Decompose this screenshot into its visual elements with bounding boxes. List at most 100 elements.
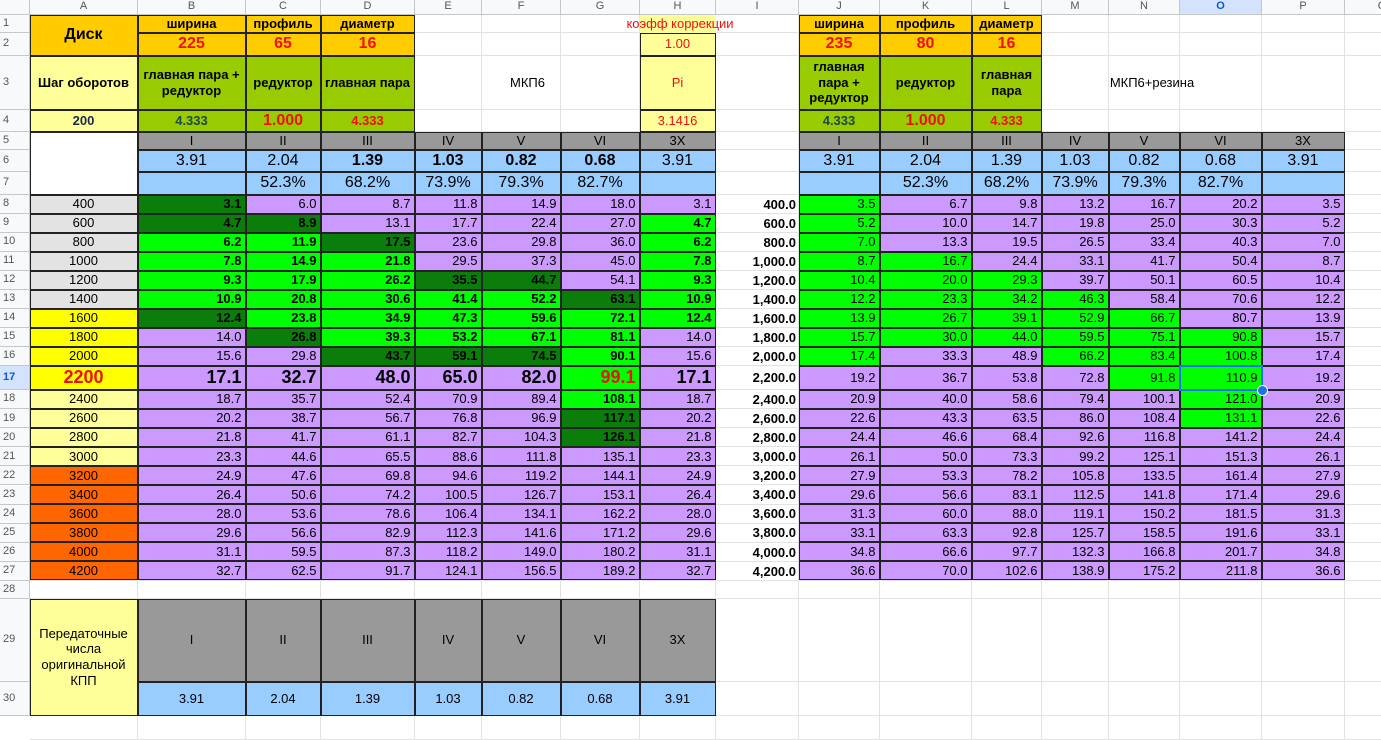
gear-ratio-cell[interactable]: 0.68 (560, 149, 640, 172)
empty-cell[interactable] (799, 581, 880, 599)
speed-cell[interactable]: 124.1 (414, 561, 482, 581)
main-pair-cell[interactable]: 4.333 (320, 109, 415, 132)
speed-cell[interactable]: 34.8 (798, 542, 880, 562)
speed-cell[interactable]: 10.9 (137, 289, 246, 309)
speed-cell[interactable]: 92.8 (971, 523, 1042, 543)
speed-cell[interactable]: 99.1 (560, 365, 640, 390)
gear-percent-cell[interactable]: 52.3% (245, 171, 321, 195)
speed-cell[interactable]: 20.2 (137, 408, 246, 428)
row-header[interactable]: 13 (0, 290, 30, 309)
speed-cell[interactable]: 102.6 (971, 561, 1042, 581)
column-header[interactable]: M (1042, 0, 1109, 15)
empty-cell[interactable] (1345, 233, 1381, 252)
speed-cell[interactable]: 133.5 (1108, 465, 1180, 485)
speed-cell[interactable]: 21.8 (137, 427, 246, 447)
original-ratios-label-cell[interactable]: Передаточные числа оригинальной КПП (29, 598, 138, 716)
speed-cell[interactable]: 175.2 (1108, 561, 1180, 581)
speed-cell[interactable]: 125.1 (1108, 446, 1180, 466)
speed-cell[interactable]: 7.8 (137, 251, 246, 271)
gear-header-cell[interactable]: 3X (639, 131, 716, 150)
speed-cell[interactable]: 180.2 (560, 542, 640, 562)
reducer-cell[interactable]: 1.000 (879, 109, 972, 132)
gear-ratio-cell[interactable]: 0.82 (481, 149, 561, 172)
rpm-cell[interactable]: 1,600.0 (752, 310, 796, 326)
speed-cell[interactable]: 13.9 (798, 308, 880, 328)
speed-cell[interactable]: 7.8 (639, 251, 716, 271)
column-header[interactable]: F (482, 0, 561, 15)
column-header[interactable]: D (321, 0, 415, 15)
gear-percent-cell[interactable]: 82.7% (560, 171, 640, 195)
speed-cell[interactable]: 16.7 (879, 251, 972, 271)
speed-cell[interactable]: 100.1 (1108, 389, 1180, 409)
column-header[interactable]: J (799, 0, 880, 15)
empty-cell[interactable] (799, 682, 880, 716)
speed-cell[interactable]: 108.1 (560, 389, 640, 409)
speed-cell[interactable]: 189.2 (560, 561, 640, 581)
speed-cell[interactable]: 141.2 (1179, 427, 1262, 447)
empty-cell[interactable] (1345, 486, 1381, 505)
speed-cell[interactable]: 47.3 (414, 308, 482, 328)
speed-cell[interactable]: 24.9 (137, 465, 246, 485)
speed-cell[interactable]: 156.5 (481, 561, 561, 581)
row-header[interactable]: 15 (0, 328, 30, 347)
speed-cell[interactable]: 53.6 (245, 504, 321, 524)
speed-cell[interactable]: 29.6 (798, 485, 880, 505)
empty-cell[interactable] (1345, 252, 1381, 271)
speed-cell[interactable]: 20.2 (1179, 194, 1262, 214)
gear-header-cell[interactable]: V (481, 131, 561, 150)
rpm-cell[interactable]: 1800 (29, 327, 138, 347)
row-header[interactable]: 23 (0, 485, 30, 505)
gear-header-cell[interactable]: VI (560, 598, 640, 682)
gear-percent-cell[interactable]: 79.3% (1108, 171, 1180, 195)
empty-cell[interactable] (1262, 682, 1345, 716)
empty-cell[interactable] (415, 581, 482, 599)
row-header[interactable]: 14 (0, 309, 30, 328)
speed-cell[interactable]: 29.5 (414, 251, 482, 271)
speed-cell[interactable]: 4.7 (639, 213, 716, 233)
empty-cell[interactable] (561, 15, 640, 33)
empty-cell[interactable] (1345, 562, 1381, 581)
speed-cell[interactable]: 87.3 (320, 542, 415, 562)
speed-cell[interactable]: 111.8 (481, 446, 561, 466)
speed-cell[interactable]: 26.7 (879, 308, 972, 328)
empty-cell[interactable] (1042, 15, 1109, 33)
speed-cell[interactable]: 132.3 (1041, 542, 1109, 562)
row-header[interactable]: 30 (0, 682, 30, 716)
empty-cell[interactable] (415, 56, 482, 110)
speed-cell[interactable]: 70.9 (414, 389, 482, 409)
gear-header-cell[interactable]: 3X (1261, 131, 1345, 150)
rpm-cell[interactable]: 2000 (29, 346, 138, 366)
speed-cell[interactable]: 27.9 (1261, 465, 1345, 485)
speed-cell[interactable]: 29.6 (639, 523, 716, 543)
gear-header-cell[interactable]: V (481, 598, 561, 682)
empty-cell[interactable] (1109, 56, 1180, 110)
pi-value-cell[interactable]: 3.1416 (639, 109, 716, 132)
speed-cell[interactable]: 105.8 (1041, 465, 1109, 485)
speed-cell[interactable]: 12.2 (1261, 289, 1345, 309)
speed-cell[interactable]: 34.2 (971, 289, 1042, 309)
gear-header-cell[interactable]: II (879, 131, 972, 150)
rpm-cell[interactable]: 4,000.0 (752, 544, 796, 560)
speed-cell[interactable]: 162.2 (560, 504, 640, 524)
row-header[interactable]: 4 (0, 110, 30, 132)
speed-cell[interactable]: 17.9 (245, 270, 321, 290)
speed-cell[interactable]: 118.2 (414, 542, 482, 562)
rpm-cell[interactable]: 3,200.0 (752, 468, 796, 484)
speed-cell[interactable]: 45.0 (560, 251, 640, 271)
speed-cell[interactable]: 82.9 (320, 523, 415, 543)
speed-cell[interactable]: 78.6 (320, 504, 415, 524)
profile-label-cell[interactable]: профиль (245, 14, 321, 33)
row-header[interactable]: 8 (0, 195, 30, 214)
speed-cell[interactable]: 32.7 (639, 561, 716, 581)
speed-cell[interactable]: 59.5 (1041, 327, 1109, 347)
empty-cell[interactable] (482, 581, 561, 599)
speed-cell[interactable]: 8.9 (245, 213, 321, 233)
speed-cell[interactable]: 46.3 (1041, 289, 1109, 309)
speed-cell[interactable]: 21.8 (320, 251, 415, 271)
empty-cell[interactable] (1345, 172, 1381, 195)
speed-cell[interactable]: 31.3 (1261, 504, 1345, 524)
row-header[interactable]: 6 (0, 150, 30, 172)
speed-cell[interactable]: 91.7 (320, 561, 415, 581)
empty-cell[interactable] (880, 599, 972, 682)
column-header[interactable]: C (246, 0, 321, 15)
